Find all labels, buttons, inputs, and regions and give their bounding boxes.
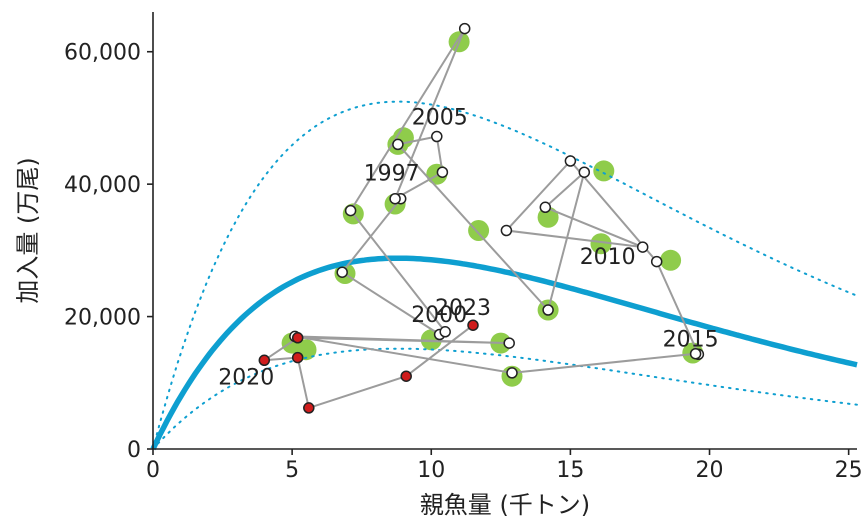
x-tick-label: 20 xyxy=(696,458,724,483)
observed-year-point xyxy=(542,304,554,316)
tick-layer: 0 5 10 15 20 25 0 20,000 40,000 60,000 xyxy=(64,41,863,483)
upper-bound-curve xyxy=(152,100,858,450)
observed-year-point xyxy=(336,266,348,278)
trajectory-line xyxy=(263,27,700,409)
year-label: 2020 xyxy=(218,365,274,390)
recent-year-point xyxy=(291,332,304,344)
green-point xyxy=(660,249,682,271)
x-tick-label: 25 xyxy=(835,458,863,483)
observed-year-point xyxy=(503,337,515,349)
lower-bound-curve xyxy=(152,347,858,450)
fitted-curve xyxy=(150,255,858,451)
observed-year-point xyxy=(689,347,702,360)
recent-year-point xyxy=(400,370,412,382)
y-tick-label: 0 xyxy=(127,438,141,463)
year-label: 2005 xyxy=(412,106,468,131)
year-label: 2015 xyxy=(663,328,719,353)
recent-year-point xyxy=(467,319,479,331)
observed-year-point xyxy=(506,367,518,379)
observed-year-point xyxy=(539,201,552,214)
year-label: 1997 xyxy=(364,162,420,187)
y-tick-label: 40,000 xyxy=(64,173,141,198)
y-axis-title: 加入量 (万尾) xyxy=(14,157,42,303)
green-point xyxy=(590,233,612,255)
green-point xyxy=(593,160,615,182)
marker-layer xyxy=(258,22,705,414)
x-axis-title: 親魚量 (千トン) xyxy=(420,491,590,519)
observed-year-point xyxy=(458,22,471,35)
observed-year-point xyxy=(344,204,357,217)
observed-year-point xyxy=(392,138,404,151)
green-point-layer xyxy=(281,31,704,387)
observed-year-point xyxy=(431,130,443,143)
observed-year-point xyxy=(564,155,577,167)
y-tick-label: 20,000 xyxy=(64,306,141,331)
year-label: 2023 xyxy=(435,296,491,321)
year-label: 2000 xyxy=(411,303,467,328)
green-point xyxy=(468,220,490,241)
y-tick-label: 60,000 xyxy=(64,41,141,66)
observed-year-point xyxy=(650,255,663,268)
recent-year-point xyxy=(303,402,315,414)
x-tick-label: 15 xyxy=(556,458,584,483)
axes xyxy=(152,12,857,450)
observed-year-point xyxy=(389,192,401,205)
x-tick-label: 5 xyxy=(285,458,299,483)
year-label: 2010 xyxy=(580,245,636,270)
curve-layer xyxy=(150,100,858,451)
observed-year-point xyxy=(578,166,591,178)
observed-year-point xyxy=(500,224,513,237)
trajectory-layer xyxy=(263,27,700,409)
recent-year-point xyxy=(291,351,304,364)
observed-year-point xyxy=(436,166,449,178)
observed-year-point xyxy=(439,326,451,338)
year-label-layer: 1997 2000 2005 2010 2015 2020 2023 xyxy=(218,106,718,391)
observed-year-point xyxy=(636,241,649,253)
x-tick-label: 10 xyxy=(417,458,445,483)
recent-year-point xyxy=(258,354,271,367)
x-tick-label: 0 xyxy=(146,458,160,483)
